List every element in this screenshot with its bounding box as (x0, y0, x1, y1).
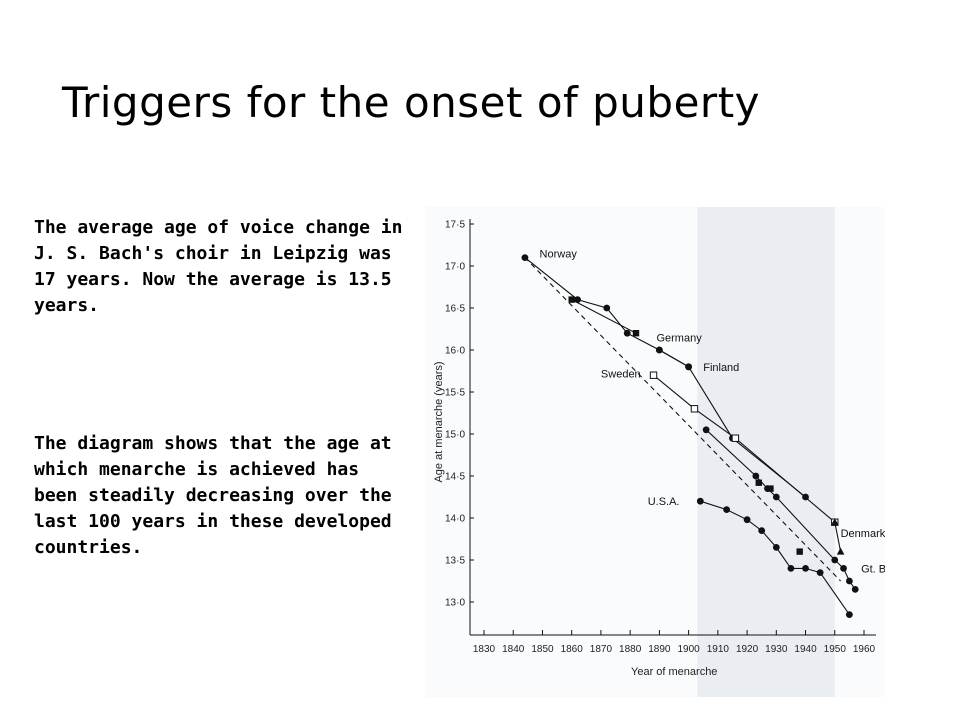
x-tick-label: 1860 (561, 644, 584, 655)
series-label-germany: Germany (656, 332, 702, 344)
series-line-norway (524, 257, 806, 498)
x-tick-label: 1950 (824, 644, 847, 655)
data-point-u-s-a (696, 497, 704, 505)
data-point-u-s-a (743, 516, 751, 524)
data-point-germany (568, 296, 575, 303)
series-label-finland: Finland (703, 362, 739, 374)
series-label-sweden: Sweden (601, 369, 641, 381)
menarche-chart: 13·0 13·5 14·0 14·5 15·0 15·5 16·0 16·5 17·0 17·5… (425, 207, 885, 697)
diagram-explanation-paragraph: The diagram shows that the age at which … (34, 433, 392, 558)
data-point-finland (685, 363, 693, 371)
x-tick-label: 1930 (765, 644, 788, 655)
x-tick-label: 1850 (531, 644, 554, 655)
shaded-band (697, 207, 835, 697)
data-point-extra (767, 485, 774, 492)
x-tick-label: 1890 (648, 644, 671, 655)
x-tick-label: 1960 (853, 644, 876, 655)
y-axis-title: Age at menarche (years) (433, 361, 445, 482)
x-tick-label: 1830 (473, 644, 496, 655)
data-point-gt-britain (840, 565, 847, 572)
data-point-gt-britain (702, 426, 710, 434)
data-point-u-s-a (758, 527, 766, 534)
y-tick-label: 15·0 (445, 430, 465, 441)
y-tick-label: 16·0 (445, 346, 465, 357)
data-point-u-s-a (787, 565, 795, 572)
data-point-u-s-a (802, 565, 809, 572)
series-line-finland (659, 349, 689, 368)
data-point-norway (603, 304, 611, 312)
x-tick-label: 1840 (502, 644, 525, 655)
series-label-denmark: Denmark (841, 528, 885, 540)
x-tick-label: 1900 (677, 644, 700, 655)
x-tick-label: 1880 (619, 644, 642, 655)
data-point-extra (796, 548, 803, 555)
data-point-u-s-a (816, 569, 824, 576)
series-label-norway: Norway (540, 248, 578, 260)
data-point-u-s-a (723, 506, 731, 513)
series-line-germany (571, 299, 637, 334)
data-point-norway (574, 296, 581, 303)
data-point-gt-britain (851, 586, 859, 593)
data-point-norway (623, 329, 631, 337)
data-point-sweden (731, 434, 740, 442)
menarche-chart-svg: 13·0 13·5 14·0 14·5 15·0 15·5 16·0 16·5 17·0 17·5… (425, 207, 885, 697)
y-tick-label: 17·0 (445, 262, 465, 273)
data-point-gt-britain (752, 472, 760, 480)
x-tick-label: 1910 (707, 644, 730, 655)
data-point-extra (755, 479, 762, 486)
data-point-denmark (830, 518, 839, 526)
slide-title: Triggers for the onset of puberty (62, 78, 761, 127)
y-tick-label: 14·5 (445, 472, 465, 483)
x-tick-label: 1870 (590, 644, 613, 655)
data-point-gt-britain (772, 493, 780, 501)
data-point-finland (655, 346, 663, 354)
data-point-denmark (836, 547, 845, 555)
data-point-gt-britain (831, 556, 839, 564)
series-label-u-s-a: U.S.A. (648, 496, 680, 508)
y-tick-label: 13·5 (445, 556, 465, 567)
data-point-norway (802, 493, 809, 501)
y-tick-label: 17·5 (445, 220, 465, 231)
x-tick-label: 1940 (794, 644, 817, 655)
data-point-sweden (690, 405, 699, 413)
series-line-sweden (653, 374, 836, 523)
data-point-u-s-a (845, 611, 853, 618)
data-point-gt-britain (845, 577, 853, 585)
y-tick-label: 14·0 (445, 514, 465, 525)
data-point-sweden (649, 371, 658, 379)
y-tick-label: 16·5 (445, 304, 465, 315)
x-tick-label: 1920 (736, 644, 759, 655)
y-tick-label: 15·5 (445, 388, 465, 399)
voice-change-paragraph: The average age of voice change in J. S.… (34, 217, 403, 316)
series-line-denmark (834, 522, 842, 552)
series-label-gt-britain: Gt. Britain (861, 563, 885, 575)
data-point-norway (521, 254, 529, 261)
y-tick-label: 13·0 (445, 598, 465, 609)
x-axis-title: Year of menarche (631, 666, 717, 678)
series-line-norway-trend (524, 257, 842, 582)
data-point-u-s-a (772, 544, 780, 551)
data-point-germany (632, 330, 640, 337)
